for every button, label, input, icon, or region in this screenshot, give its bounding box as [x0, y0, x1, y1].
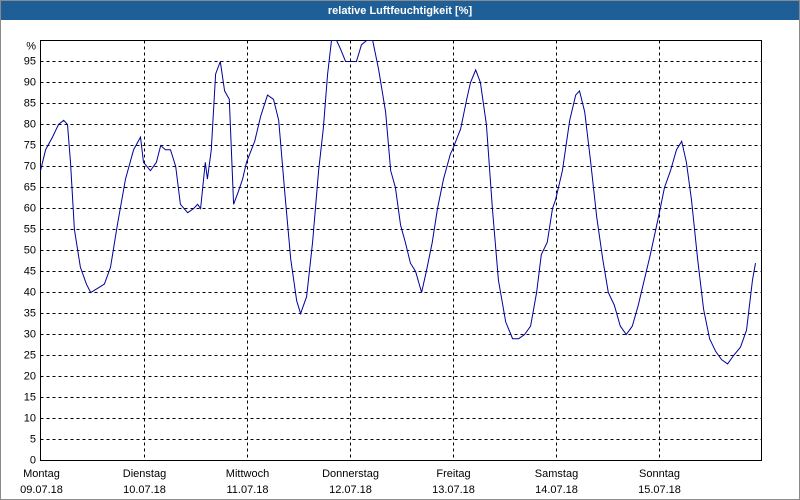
y-tick-label: 5 [30, 433, 36, 445]
y-tick-label: 55 [24, 223, 36, 235]
y-tick-label: 90 [24, 76, 36, 88]
x-tick-label: Sonntag [639, 468, 680, 480]
x-tick-date: 13.07.18 [432, 484, 475, 496]
x-tick-label: Mittwoch [226, 468, 269, 480]
x-tick-label: Dienstag [123, 468, 166, 480]
y-tick-label: 75 [24, 139, 36, 151]
data-line [40, 40, 756, 365]
y-tick-label: 45 [24, 265, 36, 277]
y-tick-label: % [26, 40, 36, 52]
x-tick-date: 15.07.18 [638, 484, 681, 496]
x-tick-date: 12.07.18 [329, 484, 372, 496]
y-tick-label: 25 [24, 349, 36, 361]
title-bar [1, 1, 799, 20]
y-tick-label: 10 [24, 412, 36, 424]
y-tick-label: 15 [24, 391, 36, 403]
y-tick-label: 30 [24, 328, 36, 340]
y-tick-label: 95 [24, 55, 36, 67]
y-tick-label: 40 [24, 286, 36, 298]
y-tick-label: 50 [24, 244, 36, 256]
x-tick-label: Freitag [436, 468, 470, 480]
chart-title: relative Luftfeuchtigkeit [%] [328, 5, 473, 17]
y-tick-label: 60 [24, 202, 36, 214]
x-tick-date: 11.07.18 [226, 484, 268, 496]
x-tick-label: Samstag [535, 468, 578, 480]
y-tick-label: 0 [30, 454, 36, 466]
x-tick-label: Donnerstag [322, 468, 379, 480]
x-tick-date: 09.07.18 [20, 484, 63, 496]
y-tick-label: 20 [24, 370, 36, 382]
x-tick-date: 10.07.18 [123, 484, 166, 496]
y-tick-label: 70 [24, 160, 36, 172]
y-tick-label: 80 [24, 118, 36, 130]
x-tick-label: Montag [23, 468, 60, 480]
x-tick-date: 14.07.18 [535, 484, 578, 496]
y-tick-label: 85 [24, 97, 36, 109]
y-tick-label: 35 [24, 307, 36, 319]
y-tick-label: 65 [24, 181, 36, 193]
